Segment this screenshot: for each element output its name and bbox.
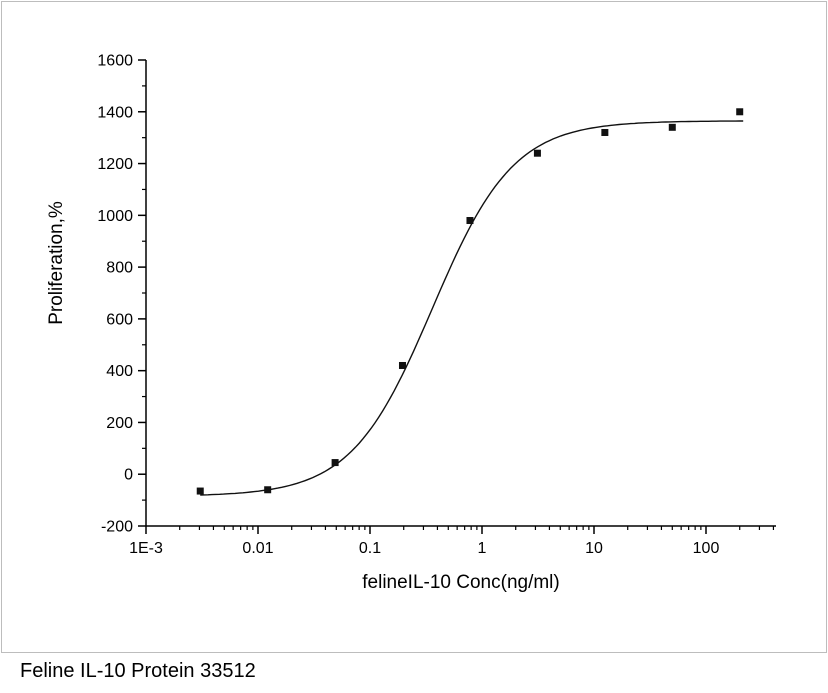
y-tick-label: 0: [124, 467, 133, 484]
x-tick-label: 100: [693, 540, 720, 557]
fit-curve: [200, 120, 744, 496]
y-tick-label: 1600: [97, 53, 133, 70]
data-point: [736, 108, 744, 116]
x-tick-label: 10: [585, 540, 603, 557]
y-tick-label: 600: [106, 311, 133, 328]
x-tick-label: 0.1: [359, 540, 381, 557]
data-point: [466, 217, 474, 225]
data-point: [196, 487, 204, 495]
data-point: [331, 459, 339, 467]
y-tick-label: 200: [106, 415, 133, 432]
data-point: [264, 486, 272, 494]
x-tick-label: 0.01: [242, 540, 273, 557]
x-tick-label: 1: [478, 540, 487, 557]
y-axis-title: Proliferation,%: [46, 201, 67, 325]
y-tick-label: 1400: [97, 104, 133, 121]
data-point: [668, 123, 676, 131]
data-point: [533, 149, 541, 157]
data-point: [601, 128, 609, 136]
y-tick-label: 800: [106, 260, 133, 277]
figure-caption: Feline IL-10 Protein 33512: [20, 660, 256, 682]
data-point: [398, 361, 406, 369]
x-axis-title: felineIL-10 Conc(ng/ml): [362, 572, 559, 593]
y-tick-label: 1200: [97, 156, 133, 173]
chart-panel: 1E-3 0.01 0.1 1 10 100 -200 0 200 400 600 800 1000 12…: [1, 1, 827, 653]
x-tick-label: 1E-3: [129, 540, 163, 557]
dose-response-chart: 1E-3 0.01 0.1 1 10 100 -200 0 200 400 600 800 1000 12…: [46, 53, 776, 593]
y-tick-label: 400: [106, 363, 133, 380]
y-tick-label: -200: [101, 519, 133, 536]
y-tick-label: 1000: [97, 208, 133, 225]
